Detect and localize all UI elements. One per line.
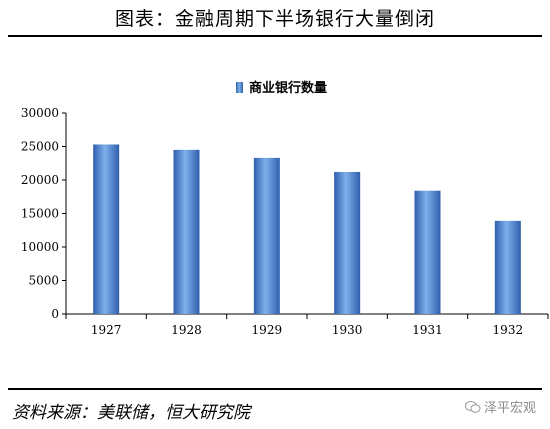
bar (93, 144, 120, 314)
y-tick-label: 0 (51, 307, 59, 321)
watermark-text: 泽平宏观 (483, 401, 536, 416)
y-tick-label: 30000 (21, 106, 59, 120)
x-tick-label: 1931 (412, 323, 443, 337)
y-tick-label: 5000 (28, 274, 59, 288)
bar (173, 149, 200, 314)
wechat-icon (464, 400, 481, 413)
bar (414, 190, 441, 314)
footer-divider (8, 388, 542, 390)
x-tick-label: 1932 (493, 323, 524, 337)
source-note: 资料来源：美联储，恒大研究院 (12, 403, 250, 423)
bar-chart: 商业银行数量 0 5000 10000 15000 20000 25000 30000 19… (21, 80, 549, 337)
x-tick-label: 1927 (91, 323, 122, 337)
watermark: 泽平宏观 (464, 397, 536, 416)
chart-title: 图表：金融周期下半场银行大量倒闭 (114, 8, 435, 30)
x-tick-label: 1928 (171, 323, 202, 337)
y-axis: 0 5000 10000 15000 20000 25000 30000 (21, 106, 67, 321)
x-tick-label: 1930 (332, 323, 363, 337)
legend-swatch (236, 82, 243, 93)
y-tick-label: 15000 (21, 207, 59, 221)
title-divider (8, 35, 542, 37)
bar (334, 171, 361, 314)
bar (494, 220, 521, 314)
legend: 商业银行数量 (236, 80, 327, 96)
x-axis: 1927 1928 1929 1930 1931 1932 (65, 313, 549, 337)
y-tick-label: 10000 (21, 240, 59, 254)
x-tick-label: 1929 (252, 323, 283, 337)
y-tick-label: 20000 (21, 173, 59, 187)
legend-label: 商业银行数量 (249, 80, 327, 96)
bars (93, 144, 521, 314)
y-tick-label: 25000 (21, 140, 59, 154)
bar (253, 157, 280, 314)
